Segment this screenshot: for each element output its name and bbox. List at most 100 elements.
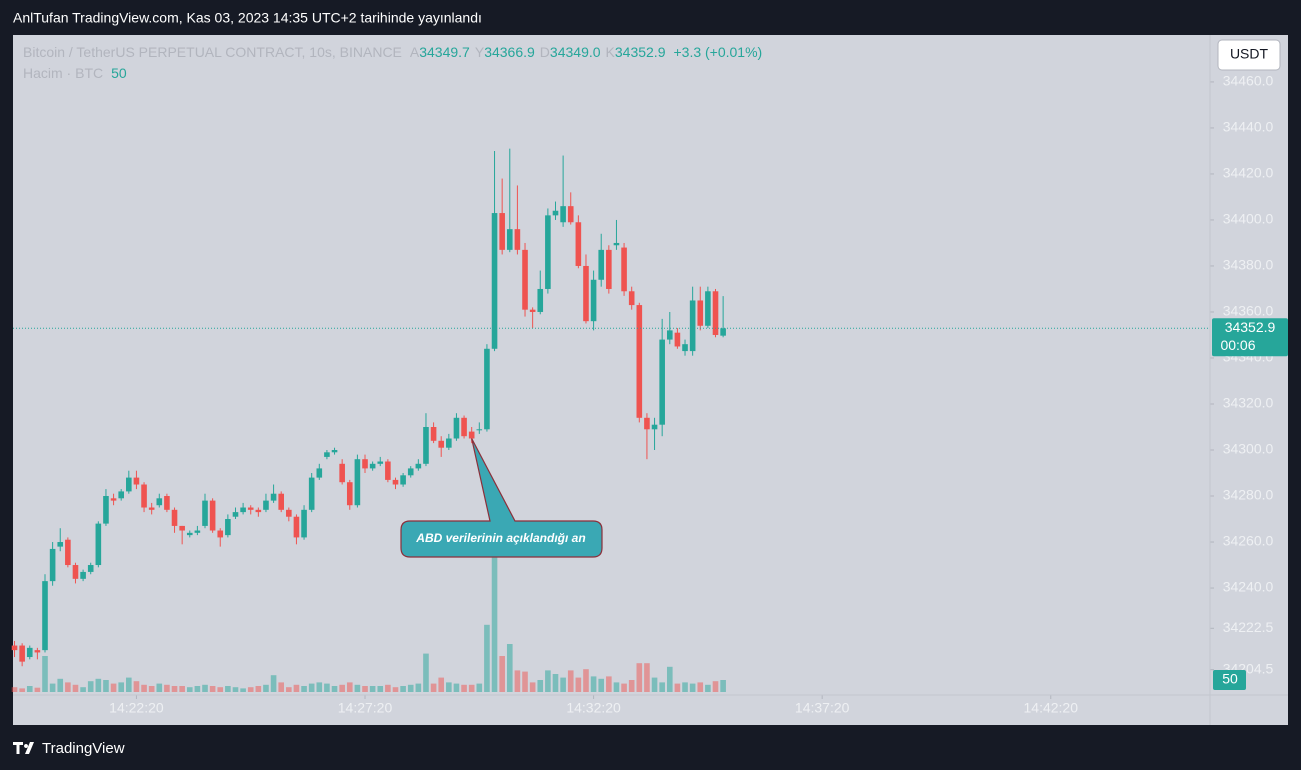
candle-body bbox=[164, 496, 170, 510]
y-tick-label: 34260.0 bbox=[1223, 533, 1274, 549]
volume-bar bbox=[232, 687, 239, 692]
logo-icon bbox=[13, 742, 34, 754]
volume-bar bbox=[377, 686, 384, 692]
legend-value: 34352.9 bbox=[615, 44, 666, 60]
volume-bar bbox=[476, 683, 483, 692]
volume-bar bbox=[346, 682, 353, 692]
candle-body bbox=[186, 532, 193, 536]
volume-bar bbox=[49, 683, 56, 692]
candle-body bbox=[385, 461, 391, 480]
volume-bar bbox=[491, 535, 498, 692]
volume-bar bbox=[644, 663, 650, 692]
candle-body bbox=[57, 542, 64, 547]
volume-bar bbox=[316, 682, 323, 692]
candle-body bbox=[179, 525, 185, 531]
candle-body bbox=[491, 213, 498, 349]
candle-body bbox=[110, 498, 117, 501]
volume-bar bbox=[430, 683, 437, 692]
candle-body bbox=[263, 500, 269, 510]
candle-body bbox=[407, 468, 414, 476]
candle-body bbox=[659, 339, 665, 425]
y-tick-label: 34460.0 bbox=[1223, 73, 1274, 89]
volume-bar bbox=[651, 677, 658, 692]
candle-body bbox=[689, 300, 696, 352]
volume-bar bbox=[354, 684, 361, 692]
volume-bar bbox=[560, 677, 566, 692]
volume-bar bbox=[80, 687, 86, 692]
candle-body bbox=[301, 509, 307, 538]
volume-title: Hacim · BTC bbox=[23, 65, 103, 81]
candle-body bbox=[87, 565, 94, 572]
candle-body bbox=[202, 500, 208, 526]
candle-body bbox=[720, 328, 726, 336]
candle-body bbox=[575, 222, 582, 266]
candle-body bbox=[11, 645, 18, 651]
volume-bar bbox=[674, 683, 681, 692]
candle-body bbox=[369, 463, 376, 469]
volume-bar bbox=[148, 686, 155, 692]
volume-bar bbox=[247, 687, 254, 692]
volume-last-label: 50 bbox=[1222, 671, 1238, 687]
volume-bar bbox=[423, 653, 429, 692]
x-tick-label: 14:32:20 bbox=[566, 700, 621, 716]
candle-body bbox=[529, 309, 536, 312]
y-tick-label: 34440.0 bbox=[1223, 119, 1274, 135]
volume-bar bbox=[666, 666, 673, 692]
volume-bar bbox=[156, 683, 163, 692]
candle-body bbox=[209, 500, 216, 531]
volume-bar bbox=[42, 656, 48, 692]
volume-bar bbox=[545, 670, 551, 692]
x-tick-label: 14:22:20 bbox=[109, 700, 164, 716]
volume-bar bbox=[118, 682, 124, 692]
candle-body bbox=[506, 229, 513, 250]
candle-body bbox=[400, 475, 406, 485]
volume-bar bbox=[186, 687, 193, 692]
candle-body bbox=[217, 530, 224, 538]
volume-bar bbox=[415, 683, 422, 692]
y-tick-label: 34240.0 bbox=[1223, 579, 1274, 595]
candle-body bbox=[362, 459, 368, 469]
volume-bar bbox=[453, 683, 460, 692]
candle-body bbox=[141, 484, 147, 508]
volume-bar bbox=[57, 678, 64, 692]
legend-change: +3.3 (+0.01%) bbox=[673, 44, 762, 60]
chart-area bbox=[13, 35, 1288, 725]
currency-button[interactable] bbox=[1217, 39, 1281, 71]
volume-bar bbox=[506, 644, 513, 692]
volume-value: 50 bbox=[111, 65, 127, 81]
candle-body bbox=[666, 330, 673, 340]
candle-body bbox=[468, 431, 475, 439]
x-tick-label: 14:37:20 bbox=[795, 700, 850, 716]
volume-bar bbox=[110, 683, 117, 692]
volume-bar bbox=[537, 680, 544, 692]
volume-bar bbox=[369, 686, 376, 692]
volume-bar bbox=[11, 687, 18, 692]
candle-body bbox=[453, 417, 460, 439]
candle-body bbox=[644, 417, 650, 430]
legend-value: 34366.9 bbox=[484, 44, 535, 60]
candle-body bbox=[651, 424, 658, 430]
candle-body bbox=[560, 206, 566, 223]
volume-bar bbox=[331, 686, 338, 692]
candle-body bbox=[438, 440, 445, 448]
volume-bar bbox=[689, 683, 696, 692]
candle-body bbox=[278, 493, 285, 510]
legend: Bitcoin / TetherUS PERPETUAL CONTRACT, 1… bbox=[23, 44, 762, 60]
candle-body bbox=[476, 429, 483, 431]
candle-body bbox=[247, 507, 254, 510]
candle-body bbox=[392, 479, 399, 485]
volume-bar bbox=[438, 677, 445, 692]
candle-body bbox=[19, 645, 25, 662]
volume-bar bbox=[529, 682, 536, 692]
y-tick-label: 34300.0 bbox=[1223, 441, 1274, 457]
volume-bar bbox=[659, 682, 665, 692]
candle-body bbox=[225, 519, 231, 536]
volume-bar bbox=[164, 684, 170, 692]
candle-body bbox=[72, 565, 79, 579]
candle-body bbox=[522, 249, 528, 310]
x-tick-label: 14:42:20 bbox=[1024, 700, 1079, 716]
volume-bar bbox=[255, 686, 262, 692]
volume-bar bbox=[225, 686, 231, 692]
candle-body bbox=[415, 463, 422, 469]
